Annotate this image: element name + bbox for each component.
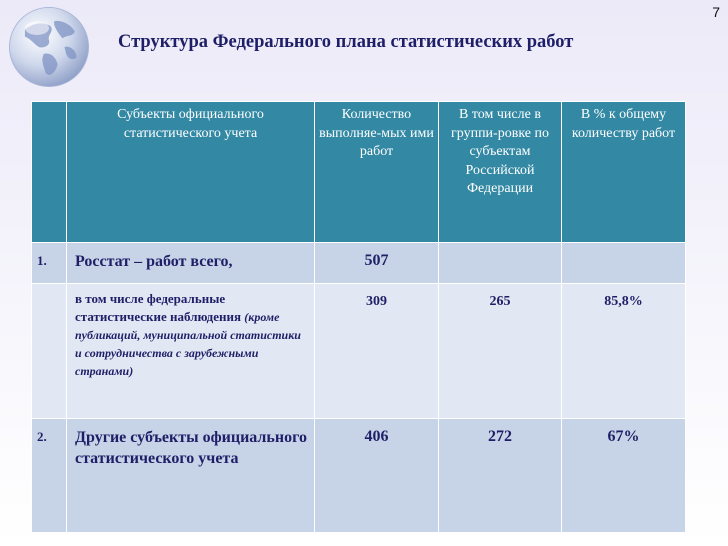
- cell-count: 309: [314, 283, 439, 419]
- row-label: в том числе федеральные статистические н…: [66, 283, 315, 419]
- header-count: Количество выполняе-мых ими работ: [314, 101, 439, 243]
- row-label-note: (кроме публикаций, муниципальной статист…: [75, 310, 301, 378]
- slide-title: Структура Федерального плана статистичес…: [118, 32, 574, 52]
- page-number: 7: [712, 4, 720, 20]
- header-grouped: В том числе в группи-ровке по субъектам …: [438, 101, 562, 243]
- row-number: [31, 283, 67, 419]
- table-row: 2. Другие субъекты официального статисти…: [31, 418, 686, 533]
- cell-grouped: [438, 242, 562, 284]
- table-row: 1. Росстат – работ всего, 507: [31, 242, 686, 284]
- cell-count: 406: [314, 418, 439, 533]
- header-number: [31, 101, 67, 243]
- row-label: Росстат – работ всего,: [66, 242, 315, 284]
- cell-grouped: 272: [438, 418, 562, 533]
- table-header-row: Субъекты официального статистического уч…: [31, 101, 686, 243]
- row-number: 1.: [31, 242, 67, 284]
- table-row: в том числе федеральные статистические н…: [31, 283, 686, 419]
- cell-percent: [561, 242, 686, 284]
- row-label: Другие субъекты официального статистичес…: [66, 418, 315, 533]
- cell-grouped: 265: [438, 283, 562, 419]
- header-subject: Субъекты официального статистического уч…: [66, 101, 315, 243]
- statistics-plan-table: Субъекты официального статистического уч…: [31, 101, 686, 533]
- row-number: 2.: [31, 418, 67, 533]
- cell-count: 507: [314, 242, 439, 284]
- cell-percent: 85,8%: [561, 283, 686, 419]
- globe-icon: [9, 7, 89, 87]
- header-percent: В % к общему количеству работ: [561, 101, 686, 243]
- cell-percent: 67%: [561, 418, 686, 533]
- row-label-main: в том числе федеральные статистические н…: [75, 291, 242, 324]
